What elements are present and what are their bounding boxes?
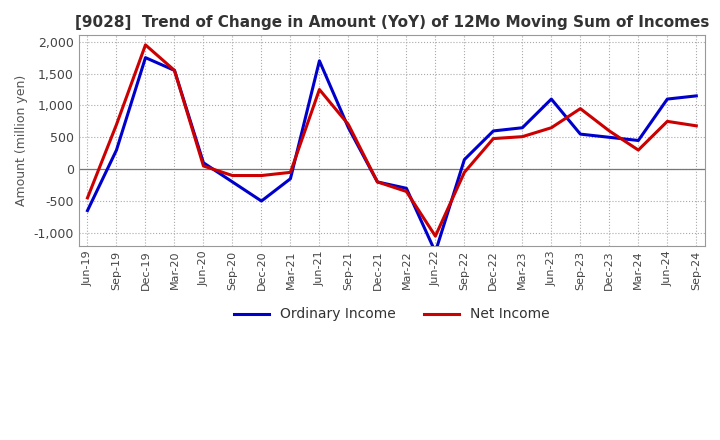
Net Income [692,123,701,128]
Net Income [547,125,556,130]
Ordinary Income [460,157,469,162]
Y-axis label: Amount (million yen): Amount (million yen) [15,75,28,206]
Net Income [344,122,353,127]
Ordinary Income [605,135,613,140]
Net Income [431,234,440,239]
Ordinary Income [518,125,526,130]
Ordinary Income [634,138,643,143]
Net Income [402,189,410,194]
Ordinary Income [228,179,237,184]
Net Income [576,106,585,111]
Ordinary Income [84,208,92,213]
Net Income [663,119,672,124]
Ordinary Income [257,198,266,204]
Ordinary Income [692,93,701,99]
Ordinary Income [431,249,440,255]
Ordinary Income [315,58,324,63]
Net Income [170,68,179,73]
Ordinary Income [576,132,585,137]
Net Income [518,134,526,139]
Net Income [373,179,382,184]
Ordinary Income [199,160,208,165]
Ordinary Income [373,179,382,184]
Ordinary Income [112,147,121,153]
Net Income [199,163,208,169]
Net Income [489,136,498,141]
Ordinary Income [286,176,294,181]
Net Income [141,42,150,48]
Ordinary Income [170,68,179,73]
Net Income [315,87,324,92]
Line: Net Income: Net Income [88,45,696,236]
Net Income [84,195,92,201]
Net Income [286,170,294,175]
Net Income [460,170,469,175]
Ordinary Income [547,96,556,102]
Legend: Ordinary Income, Net Income: Ordinary Income, Net Income [229,302,555,327]
Ordinary Income [489,128,498,134]
Ordinary Income [141,55,150,60]
Net Income [634,147,643,153]
Net Income [112,122,121,127]
Line: Ordinary Income: Ordinary Income [88,58,696,252]
Net Income [257,173,266,178]
Title: [9028]  Trend of Change in Amount (YoY) of 12Mo Moving Sum of Incomes: [9028] Trend of Change in Amount (YoY) o… [75,15,709,30]
Net Income [605,128,613,134]
Ordinary Income [663,96,672,102]
Ordinary Income [402,186,410,191]
Net Income [228,173,237,178]
Ordinary Income [344,125,353,130]
